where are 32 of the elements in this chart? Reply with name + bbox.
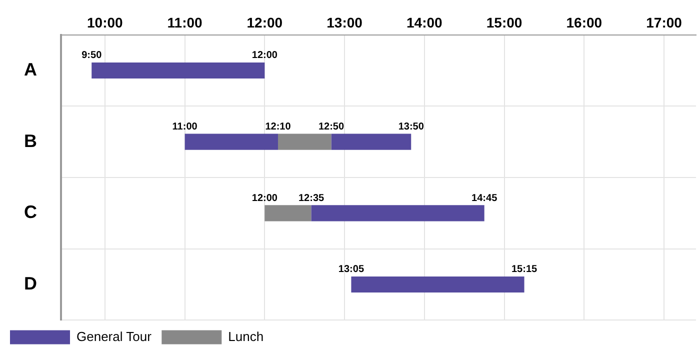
bar [278, 134, 332, 150]
annotation: 12:35 [298, 192, 324, 204]
x-tick-label: 13:00 [326, 14, 363, 30]
bar [264, 205, 312, 222]
annotation: 12:00 [252, 192, 278, 204]
y-tick-label: C [24, 202, 37, 222]
annotation: 13:50 [398, 122, 424, 133]
annotation: 13:05 [338, 264, 364, 276]
legend-label: General Tour [76, 328, 152, 344]
x-tick-label: 14:00 [406, 14, 443, 30]
annotation: 15:15 [511, 264, 538, 276]
annotation: 9:50 [82, 50, 102, 62]
bar [92, 62, 265, 78]
legend-label: Lunch [228, 328, 264, 344]
bar [311, 205, 484, 222]
x-tick-label: 10:00 [87, 14, 124, 30]
x-tick-label: 17:00 [646, 14, 682, 30]
x-tick-label: 16:00 [566, 14, 602, 30]
bar [351, 276, 524, 293]
x-tick-label: 12:00 [246, 14, 283, 30]
annotation: 12:10 [265, 122, 292, 133]
bar [184, 134, 278, 150]
y-tick-label: B [24, 130, 37, 151]
annotation: 14:45 [472, 192, 498, 204]
y-tick-label: D [24, 273, 37, 294]
bar [331, 134, 412, 150]
annotation: 11:00 [172, 122, 198, 133]
annotation: 12:00 [252, 50, 278, 62]
y-tick-label: A [24, 59, 37, 80]
x-tick-label: 15:00 [486, 14, 522, 30]
x-tick-label: 11:00 [167, 14, 203, 30]
annotation: 12:50 [318, 122, 344, 133]
